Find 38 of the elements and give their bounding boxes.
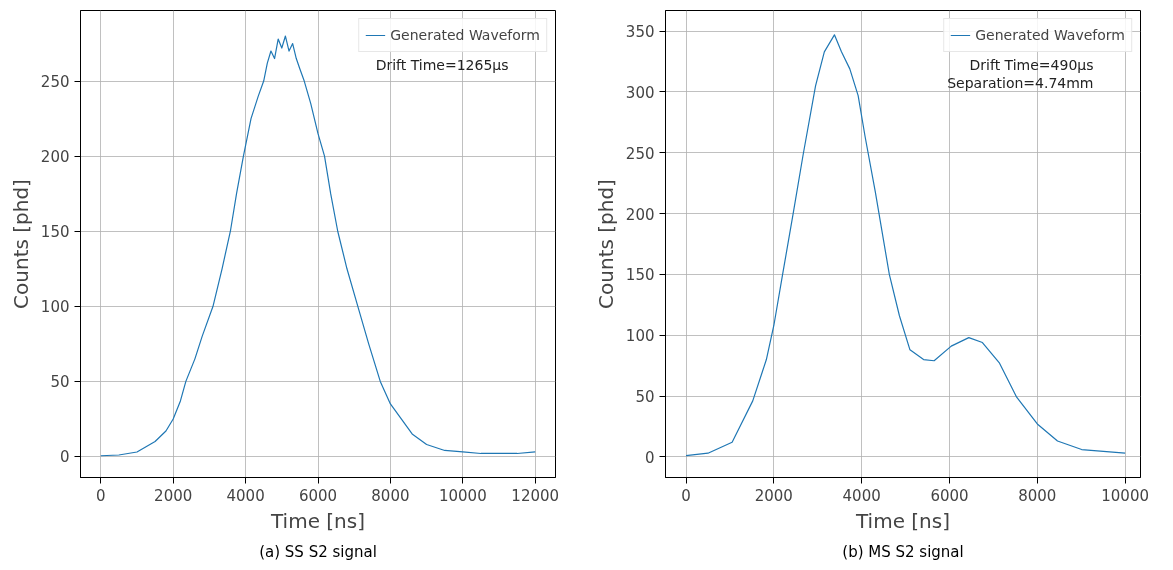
legend-label: Generated Waveform [390, 27, 540, 43]
annotation: Drift Time=490μs [969, 56, 1094, 73]
y-tick-label: 150 [625, 266, 655, 285]
y-tick-label: 150 [40, 223, 70, 242]
y-tick-label: 200 [40, 148, 70, 167]
y-axis-title: Counts [phd] [8, 179, 33, 309]
x-tick-label: 12000 [511, 486, 560, 505]
y-tick-label: 50 [635, 388, 655, 407]
y-tick-label: 300 [625, 83, 655, 102]
text: (b) MS S2 signal [842, 542, 964, 561]
y-tick-label: 250 [625, 144, 655, 163]
legend-label: Generated Waveform [975, 27, 1125, 43]
x-tick-label: 8000 [371, 486, 410, 505]
x-tick-label: 0 [96, 486, 106, 505]
x-tick-label: 6000 [930, 486, 969, 505]
text: (a) SS S2 signal [259, 542, 377, 561]
x-tick-label: 0 [681, 486, 691, 505]
y-tick-label: 0 [644, 448, 655, 467]
x-axis-title: Time [ns] [270, 508, 366, 533]
y-tick-label: 250 [40, 73, 70, 92]
y-axis-title: Counts [phd] [593, 179, 618, 309]
x-tick-label: 4000 [842, 486, 881, 505]
x-tick-label: 6000 [298, 486, 338, 505]
x-tick-label: 10000 [1101, 486, 1149, 505]
x-tick-label: 8000 [1018, 486, 1057, 505]
y-tick-label: 350 [625, 23, 655, 42]
x-tick-label: 2000 [754, 486, 793, 505]
annotation: Drift Time=1265μs [375, 56, 509, 73]
x-tick-label: 10000 [438, 486, 487, 505]
x-tick-label: 4000 [226, 486, 265, 505]
y-tick-label: 50 [50, 373, 70, 392]
y-tick-label: 200 [625, 205, 655, 224]
y-tick-label: 100 [40, 298, 70, 317]
y-tick-label: 100 [625, 327, 655, 346]
x-tick-label: 2000 [154, 486, 193, 505]
annotation: Separation=4.74mm [947, 74, 1094, 91]
y-tick-label: 0 [59, 448, 70, 467]
x-axis-title: Time [ns] [855, 508, 951, 533]
